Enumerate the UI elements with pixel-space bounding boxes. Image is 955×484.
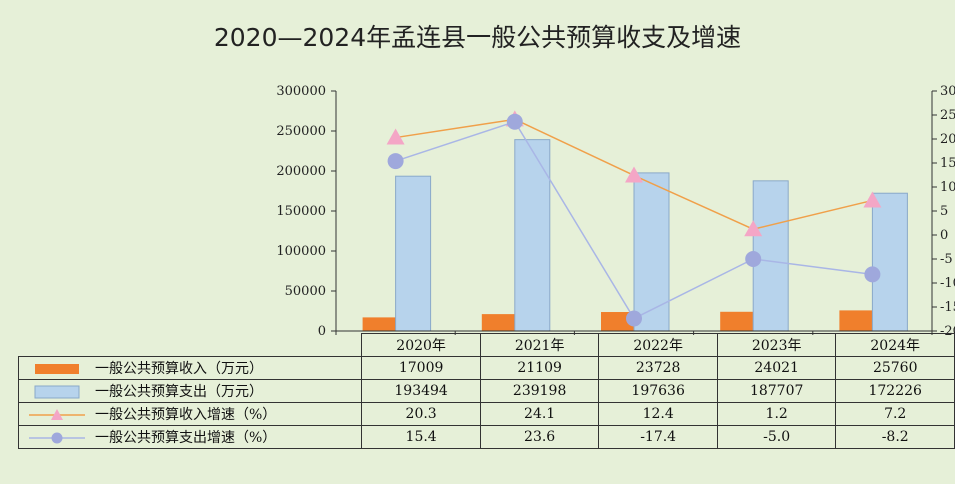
table-header-row: 2020年 2021年 2022年 2023年 2024年 bbox=[18, 333, 955, 357]
table-cell: 17009 bbox=[361, 356, 481, 380]
right-axis-tick-label: 15 bbox=[940, 156, 955, 171]
marker-income-growth bbox=[386, 128, 405, 145]
left-axis-tick-label: 50000 bbox=[285, 284, 326, 299]
data-table: 2020年 2021年 2022年 2023年 2024年 一般公共预算收入（万… bbox=[17, 333, 955, 449]
chart-plot: 300000 250000 200000 150000 100000 50000 0 30 25… bbox=[276, 84, 955, 339]
bar-income bbox=[601, 312, 634, 331]
table-cell: -8.2 bbox=[835, 425, 955, 449]
row-label: 一般公共预算收入（万元） bbox=[17, 356, 363, 380]
table-cell: 24.1 bbox=[479, 402, 600, 426]
legend-key-expenditure-growth-line bbox=[27, 431, 87, 445]
table-cell: 12.4 bbox=[598, 402, 718, 426]
table-cell: -17.4 bbox=[598, 425, 718, 449]
bar-income bbox=[720, 311, 754, 331]
marker-income-growth bbox=[744, 220, 763, 237]
table-cell: 15.4 bbox=[361, 425, 481, 449]
table-cell: 20.3 bbox=[361, 402, 481, 426]
row-label-text: 一般公共预算收入增速（%） bbox=[95, 407, 277, 423]
bar-expenditure bbox=[633, 172, 670, 332]
table-row: 一般公共预算收入增速（%） 20.3 24.1 12.4 1.2 7.2 bbox=[17, 402, 955, 426]
bar-expenditure bbox=[871, 192, 908, 332]
right-axis-tick-label: -10 bbox=[940, 276, 955, 291]
table-row: 一般公共预算支出增速（%） 15.4 23.6 -17.4 -5.0 -8.2 bbox=[17, 425, 955, 449]
bar-income bbox=[481, 314, 515, 331]
table-cell: 24021 bbox=[716, 356, 837, 380]
table-header-cell: 2024年 bbox=[835, 333, 955, 357]
table-header-cell: 2023年 bbox=[716, 333, 837, 357]
table-cell: 23.6 bbox=[479, 425, 600, 449]
left-axis-tick-label: 300000 bbox=[276, 84, 326, 99]
table-header-cell: 2022年 bbox=[598, 333, 718, 357]
right-axis-tick-label: -15 bbox=[940, 300, 955, 315]
left-axis-tick-label: 200000 bbox=[276, 164, 326, 179]
legend-key-income-bar bbox=[27, 362, 87, 376]
table-cell: 193494 bbox=[361, 379, 481, 403]
bar-expenditure bbox=[395, 175, 432, 332]
marker-expenditure-growth bbox=[745, 251, 762, 267]
row-label: 一般公共预算收入增速（%） bbox=[17, 402, 363, 426]
table-cell: 23728 bbox=[598, 356, 718, 380]
right-axis-tick-label: 0 bbox=[940, 228, 948, 243]
table-cell: 7.2 bbox=[835, 402, 955, 426]
row-label-text: 一般公共预算收入（万元） bbox=[95, 361, 263, 377]
table-row: 一般公共预算收入（万元） 17009 21109 23728 24021 257… bbox=[17, 356, 955, 380]
marker-expenditure-growth bbox=[506, 113, 523, 130]
marker-expenditure-growth bbox=[626, 310, 642, 327]
table-cell: 239198 bbox=[479, 379, 600, 403]
left-axis-tick-label: 150000 bbox=[276, 204, 326, 219]
table-corner bbox=[18, 333, 363, 357]
bar-income bbox=[362, 317, 396, 331]
right-axis-tick-label: 25 bbox=[940, 108, 955, 123]
table-cell: 197636 bbox=[598, 379, 718, 403]
table-cell: 25760 bbox=[835, 356, 955, 380]
marker-income-growth bbox=[863, 191, 882, 208]
chart-title: 2020—2024年孟连县一般公共预算收支及增速 bbox=[213, 23, 742, 52]
bar-expenditure bbox=[514, 139, 551, 332]
marker-expenditure-growth bbox=[387, 153, 404, 170]
right-axis-tick-label: 20 bbox=[940, 132, 955, 147]
table-cell: 1.2 bbox=[716, 402, 837, 426]
right-axis-tick-label: 10 bbox=[940, 180, 955, 195]
row-label-text: 一般公共预算支出增速（%） bbox=[95, 430, 277, 446]
table-header-cell: 2021年 bbox=[479, 333, 600, 357]
table-cell: -5.0 bbox=[716, 425, 837, 449]
row-label: 一般公共预算支出增速（%） bbox=[17, 425, 363, 449]
marker-expenditure-growth bbox=[864, 266, 881, 283]
table-cell: 21109 bbox=[479, 356, 600, 380]
left-axis-tick-label: 250000 bbox=[276, 124, 326, 139]
table-header-cell: 2020年 bbox=[361, 333, 481, 357]
table-cell: 172226 bbox=[835, 379, 955, 403]
table-cell: 187707 bbox=[716, 379, 837, 403]
table-row: 一般公共预算支出（万元） 193494 239198 197636 187707… bbox=[17, 379, 955, 403]
right-axis-tick-label: 30 bbox=[940, 84, 955, 99]
left-axis-tick-label: 100000 bbox=[276, 244, 326, 259]
row-label-text: 一般公共预算支出（万元） bbox=[95, 384, 263, 400]
bar-income bbox=[839, 310, 873, 331]
legend-key-expenditure-bar bbox=[27, 385, 87, 399]
right-axis-tick-label: -5 bbox=[940, 252, 953, 267]
right-axis-tick-label: 5 bbox=[940, 204, 948, 219]
left-axis-tick-label: 0 bbox=[318, 324, 326, 339]
row-label: 一般公共预算支出（万元） bbox=[17, 379, 363, 403]
marker-income-growth bbox=[625, 166, 643, 183]
legend-key-income-growth-line bbox=[27, 408, 87, 422]
